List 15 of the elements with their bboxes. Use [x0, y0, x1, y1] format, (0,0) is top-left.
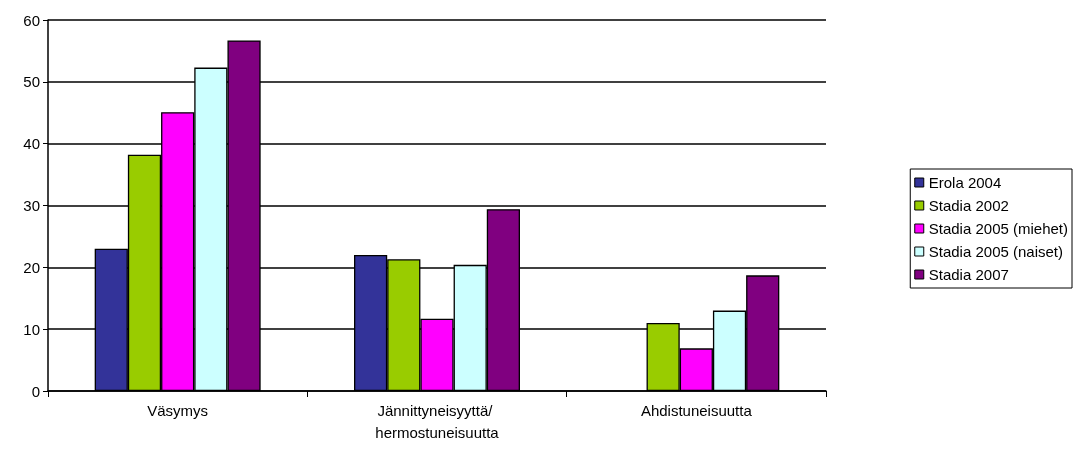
x-tick-label: Ahdistuneisuutta	[640, 401, 753, 419]
y-tick-label: 30	[23, 197, 40, 214]
legend-label: Erola 2004	[928, 174, 1002, 191]
x-tick-label: Väsymys	[147, 401, 209, 419]
y-tick-label: 50	[23, 73, 40, 91]
legend-label: Stadia 2002	[928, 197, 1009, 214]
x-tick-label: Jännittyneisyyttä/ hermostuneisuutta	[375, 401, 500, 441]
legend-label: Stadia 2007	[928, 266, 1009, 283]
y-tick-label: 60	[23, 11, 40, 29]
y-tick-label: 40	[23, 135, 40, 153]
legend-label: Stadia 2005 (naiset)	[928, 243, 1064, 260]
legend-label: Stadia 2005 (miehet)	[928, 220, 1068, 237]
y-tick-label: 10	[23, 320, 40, 338]
y-tick-label: 20	[23, 258, 40, 276]
y-tick-label: 0	[31, 382, 40, 400]
